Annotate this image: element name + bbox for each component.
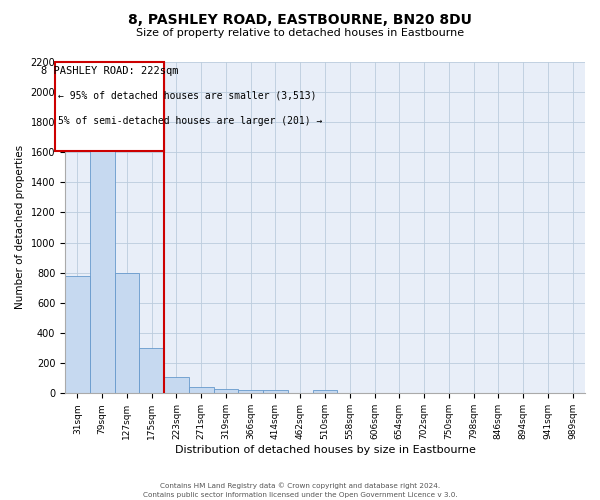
Y-axis label: Number of detached properties: Number of detached properties bbox=[15, 146, 25, 310]
Text: Contains public sector information licensed under the Open Government Licence v : Contains public sector information licen… bbox=[143, 492, 457, 498]
Bar bbox=[313, 390, 337, 394]
Bar bbox=[139, 348, 164, 394]
Bar bbox=[214, 389, 238, 394]
Bar bbox=[189, 386, 214, 394]
Bar bbox=[115, 272, 139, 394]
Text: 8 PASHLEY ROAD: 222sqm: 8 PASHLEY ROAD: 222sqm bbox=[41, 66, 178, 76]
Text: ← 95% of detached houses are smaller (3,513): ← 95% of detached houses are smaller (3,… bbox=[58, 91, 316, 101]
Bar bbox=[65, 276, 90, 394]
Text: Size of property relative to detached houses in Eastbourne: Size of property relative to detached ho… bbox=[136, 28, 464, 38]
Text: Contains HM Land Registry data © Crown copyright and database right 2024.: Contains HM Land Registry data © Crown c… bbox=[160, 482, 440, 489]
Bar bbox=[90, 140, 115, 394]
Bar bbox=[238, 390, 263, 394]
X-axis label: Distribution of detached houses by size in Eastbourne: Distribution of detached houses by size … bbox=[175, 445, 475, 455]
Text: 5% of semi-detached houses are larger (201) →: 5% of semi-detached houses are larger (2… bbox=[58, 116, 322, 126]
Text: 8, PASHLEY ROAD, EASTBOURNE, BN20 8DU: 8, PASHLEY ROAD, EASTBOURNE, BN20 8DU bbox=[128, 12, 472, 26]
Bar bbox=[263, 390, 288, 394]
Bar bbox=[164, 377, 189, 394]
